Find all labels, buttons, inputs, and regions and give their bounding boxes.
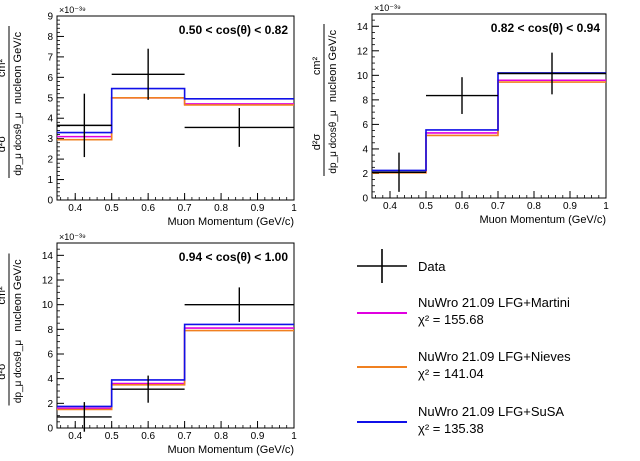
y-tick-label-1: 2 <box>362 169 368 180</box>
y-axis-label-numerator-1: d²σ <box>311 134 323 151</box>
x-tick-label-2: 0.4 <box>68 431 82 442</box>
x-tick-label-2: 0.5 <box>105 431 119 442</box>
y-axis-label-numerator-0: d²σ <box>0 136 8 153</box>
model-step-susa-2 <box>57 323 294 408</box>
y-tick-label-0: 3 <box>47 134 53 145</box>
panel-title-2: 0.94 < cos(θ) < 1.00 <box>179 250 289 264</box>
x-tick-label-0: 0.4 <box>68 203 82 214</box>
model-step-nieves-2 <box>57 329 294 411</box>
scale-label-0: ×10⁻³⁹ <box>59 5 86 15</box>
y-tick-label-1: 6 <box>362 120 368 131</box>
x-tick-label-1: 0.5 <box>419 201 433 212</box>
x-tick-label-1: 0.8 <box>527 201 541 212</box>
y-axis-units-denominator-0: nucleon GeV/c <box>12 31 24 104</box>
x-tick-label-2: 0.7 <box>178 431 192 442</box>
y-tick-label-2: 8 <box>47 325 53 336</box>
y-tick-label-2: 12 <box>42 276 54 287</box>
panel-top-right: 0.4 0.5 0.6 0.7 0.8 0.9 102468101214×10⁻³⁹Muon… <box>311 3 609 226</box>
x-tick-label-0: 0.9 <box>251 203 265 214</box>
legend-entry-name-0: NuWro 21.09 LFG+Martini <box>418 295 570 310</box>
y-tick-label-0: 6 <box>47 73 53 84</box>
y-tick-label-1: 12 <box>357 46 369 57</box>
x-tick-label-2: 1 <box>291 431 297 442</box>
y-axis-label-1: d²σ dp_μ dcosθ_μ cm² nucleon GeV/c <box>311 24 339 176</box>
y-tick-label-0: 7 <box>47 52 53 63</box>
legend-entry-name-2: NuWro 21.09 LFG+SuSA <box>418 404 564 419</box>
model-step-martini-1 <box>372 79 606 174</box>
y-tick-label-2: 2 <box>47 399 53 410</box>
x-axis-label-0: Muon Momentum (GeV/c) <box>167 216 294 228</box>
legend-entry-chi2-2: χ² = 135.38 <box>418 421 484 436</box>
legend-data-label: Data <box>418 259 446 274</box>
x-tick-label-1: 0.4 <box>383 201 397 212</box>
y-axis-units-numerator-0: cm² <box>0 59 8 78</box>
legend-entry-name-1: NuWro 21.09 LFG+Nieves <box>418 349 571 364</box>
y-axis-label-0: d²σ dp_μ dcosθ_μ cm² nucleon GeV/c <box>0 26 24 178</box>
x-tick-label-1: 0.7 <box>491 201 505 212</box>
y-axis-units-denominator-2: nucleon GeV/c <box>12 259 24 332</box>
x-tick-label-0: 0.5 <box>105 203 119 214</box>
y-tick-label-1: 4 <box>362 144 368 155</box>
y-tick-label-0: 5 <box>47 93 53 104</box>
model-step-susa-1 <box>372 72 606 172</box>
y-axis-label-2: d²σ dp_μ dcosθ_μ cm² nucleon GeV/c <box>0 253 24 406</box>
x-tick-label-0: 1 <box>291 203 297 214</box>
scale-label-2: ×10⁻³⁹ <box>59 232 86 242</box>
y-tick-label-1: 14 <box>357 22 369 33</box>
y-tick-label-2: 4 <box>47 374 53 385</box>
x-tick-label-0: 0.7 <box>178 203 192 214</box>
scale-label-1: ×10⁻³⁹ <box>374 3 401 13</box>
y-axis-label-numerator-2: d²σ <box>0 363 8 380</box>
x-axis-label-2: Muon Momentum (GeV/c) <box>167 444 294 456</box>
y-axis-label-denominator-2: dp_μ dcosθ_μ <box>13 340 24 403</box>
y-tick-label-0: 1 <box>47 175 53 186</box>
y-tick-label-1: 10 <box>357 71 369 82</box>
plot-frame-0 <box>56 15 295 201</box>
y-tick-label-0: 8 <box>47 32 53 43</box>
y-axis-units-denominator-1: nucleon GeV/c <box>327 29 339 102</box>
y-tick-label-0: 0 <box>47 196 53 207</box>
y-tick-label-0: 2 <box>47 155 53 166</box>
x-tick-label-1: 0.9 <box>563 201 577 212</box>
x-tick-label-2: 0.9 <box>251 431 265 442</box>
y-tick-label-1: 8 <box>362 95 368 106</box>
panel-title-0: 0.50 < cos(θ) < 0.82 <box>179 23 289 37</box>
y-tick-label-2: 14 <box>42 251 54 262</box>
y-axis-label-denominator-1: dp_μ dcosθ_μ <box>328 110 339 173</box>
y-tick-label-1: 0 <box>362 194 368 205</box>
y-tick-label-0: 9 <box>47 12 53 23</box>
panel-bottom-left: 0.4 0.5 0.6 0.7 0.8 0.9 102468101214×10⁻³⁹Muon… <box>0 232 297 456</box>
y-tick-label-2: 0 <box>47 424 53 435</box>
y-tick-label-2: 10 <box>42 300 54 311</box>
model-step-martini-0 <box>57 96 294 138</box>
x-tick-label-0: 0.6 <box>141 203 155 214</box>
legend-entry-chi2-0: χ² = 155.68 <box>418 312 484 327</box>
legend: Data NuWro 21.09 LFG+Martini χ² = 155.68 Nu… <box>357 249 571 436</box>
plot-frame-2 <box>56 242 295 429</box>
y-axis-units-numerator-2: cm² <box>0 286 8 305</box>
x-tick-label-0: 0.8 <box>214 203 228 214</box>
panel-top-left: 0.4 0.5 0.6 0.7 0.8 0.9 1 0 1 2 3 4 5 6 7 8 9 ×10⁻³⁹ Muon … <box>0 5 297 228</box>
y-tick-label-0: 4 <box>47 114 53 125</box>
x-axis-label-1: Muon Momentum (GeV/c) <box>479 214 606 226</box>
model-step-martini-2 <box>57 327 294 410</box>
y-tick-label-2: 6 <box>47 350 53 361</box>
y-axis-units-numerator-1: cm² <box>311 57 323 76</box>
y-axis-label-denominator-0: dp_μ dcosθ_μ <box>13 112 24 175</box>
x-tick-label-1: 0.6 <box>455 201 469 212</box>
legend-entry-chi2-1: χ² = 141.04 <box>418 366 484 381</box>
panel-title-1: 0.82 < cos(θ) < 0.94 <box>491 21 601 35</box>
x-tick-label-1: 1 <box>603 201 609 212</box>
x-tick-label-2: 0.8 <box>214 431 228 442</box>
x-tick-label-2: 0.6 <box>141 431 155 442</box>
